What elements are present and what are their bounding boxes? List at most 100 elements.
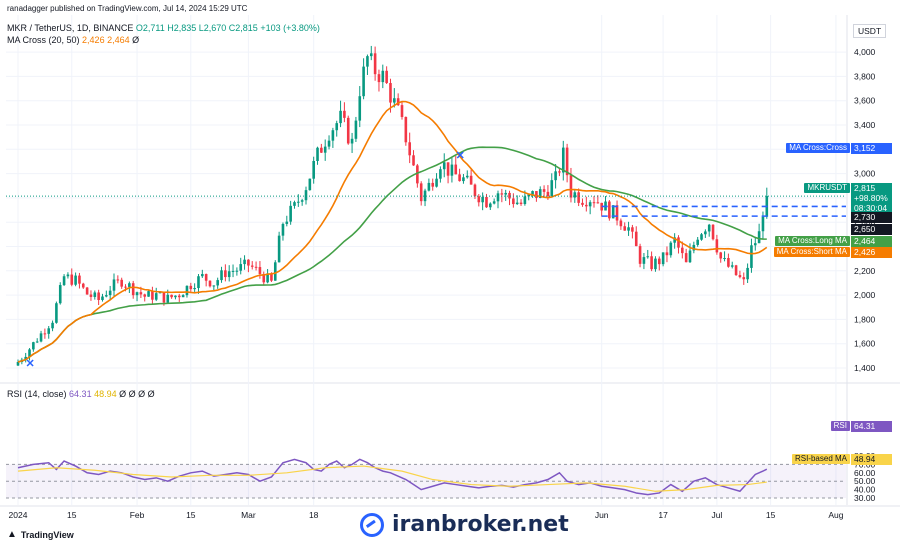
candle-body [32,342,35,350]
candle-body [577,192,580,203]
tradingview-icon: ▲ [7,529,17,540]
candle-body [258,267,262,274]
candle-body [212,285,216,287]
candle-body [181,295,185,298]
price-tick-label: 4,000 [854,47,876,57]
candle-body [527,194,531,197]
last-price: 2,815 [854,183,876,193]
candle-body [585,204,588,207]
rsi-legend-ma: 48.94 [94,389,117,399]
time-tick-label: Mar [241,510,256,520]
tradingview-logo[interactable]: ▲ TradingView [7,529,74,540]
candle-body [143,294,147,297]
candle-body [581,202,584,205]
candle-body [189,285,193,290]
candle-body [550,180,554,197]
candle-body [573,192,577,198]
candle-body [404,116,408,143]
candle-body [393,98,396,103]
candle-body [715,239,719,253]
rsi-ma-tag: RSI-based MA [791,454,850,464]
candle-body [485,196,488,208]
candle-body [285,221,289,224]
candle-body [427,182,431,191]
candle-body [369,53,373,57]
rsi-legend-value: 64.31 [69,389,92,399]
candle-body [112,279,116,291]
time-tick-label: Aug [828,510,843,520]
candle-body [623,226,627,231]
currency-button[interactable]: USDT [853,24,887,38]
candle-body [381,70,385,83]
candle-body [611,205,615,219]
candle-body [151,291,154,300]
candle-body [489,203,492,208]
ma-long-tag: MA Cross:Long MA [775,236,850,246]
candle-body [346,117,350,144]
candle-body [139,292,143,295]
cross-marker: ✕ [26,358,35,370]
candle-body [266,273,269,283]
ma-cross-tag: MA Cross:Cross [786,143,850,153]
candle-body [692,244,696,251]
time-tick-label: Jul [711,510,722,520]
candle-body [70,274,74,285]
candle-body [66,274,70,277]
candle-body [565,147,569,176]
candle-body [416,165,419,184]
ma-long-value: 2,464 [851,236,892,247]
rsi-lines [17,458,768,496]
candle-body [158,292,162,294]
candle-body [619,220,623,227]
candle-body [366,56,369,67]
ma-short-tag: MA Cross:Short MA [773,247,850,257]
candle-body [81,283,85,288]
level-lower-tag: 2,650 [851,224,892,235]
candle-body [51,322,54,329]
rsi-tick-label: 30.00 [854,493,876,503]
time-tick-label: 2024 [9,510,28,520]
symbol-line: MKR / TetherUS, 1D, BINANCE O2,711 H2,83… [7,23,320,33]
candle-body [627,227,630,231]
countdown: 08:30:04 [854,203,888,213]
candle-body [596,202,600,204]
candle-body [561,147,565,173]
candle-body [535,191,538,198]
candle-body [204,274,208,281]
candle-body [661,252,665,265]
candle-body [673,237,676,243]
ma-legend[interactable]: MA Cross (20, 50) 2,426 2,464 Ø [7,35,139,45]
candle-body [235,270,239,272]
candle-body [358,96,362,121]
watermark: iranbroker.net [360,512,569,537]
ma-legend-extra: Ø [132,35,140,45]
price-tick-label: 2,000 [854,290,876,300]
candle-body [704,231,707,235]
candle-body [316,147,319,161]
candle-body [262,273,266,283]
candle-body [177,295,181,298]
candle-body [738,275,742,278]
last-price-box: 2,815 +98.80% 08:30:04 [851,183,892,213]
candle-body [108,290,112,296]
price-tick-label: 1,800 [854,314,876,324]
candle-body [638,246,642,264]
candle-body [304,190,308,201]
candle-body [201,274,204,277]
candle-body [400,105,404,117]
candle-body [339,110,342,124]
candle-body [166,294,170,303]
candle-body [197,276,200,289]
candle-body [327,140,331,147]
candle-body [592,202,596,204]
candle-body [154,293,158,300]
candle-body [711,224,715,240]
candle-body [558,171,561,173]
candle-body [74,275,77,285]
rsi-legend[interactable]: RSI (14, close) 64.31 48.94 Ø Ø Ø Ø [7,389,155,399]
candle-body [131,283,135,296]
candle-body [308,178,312,191]
candle-body [135,292,139,296]
candle-body [297,201,300,203]
candle-body [412,155,415,166]
